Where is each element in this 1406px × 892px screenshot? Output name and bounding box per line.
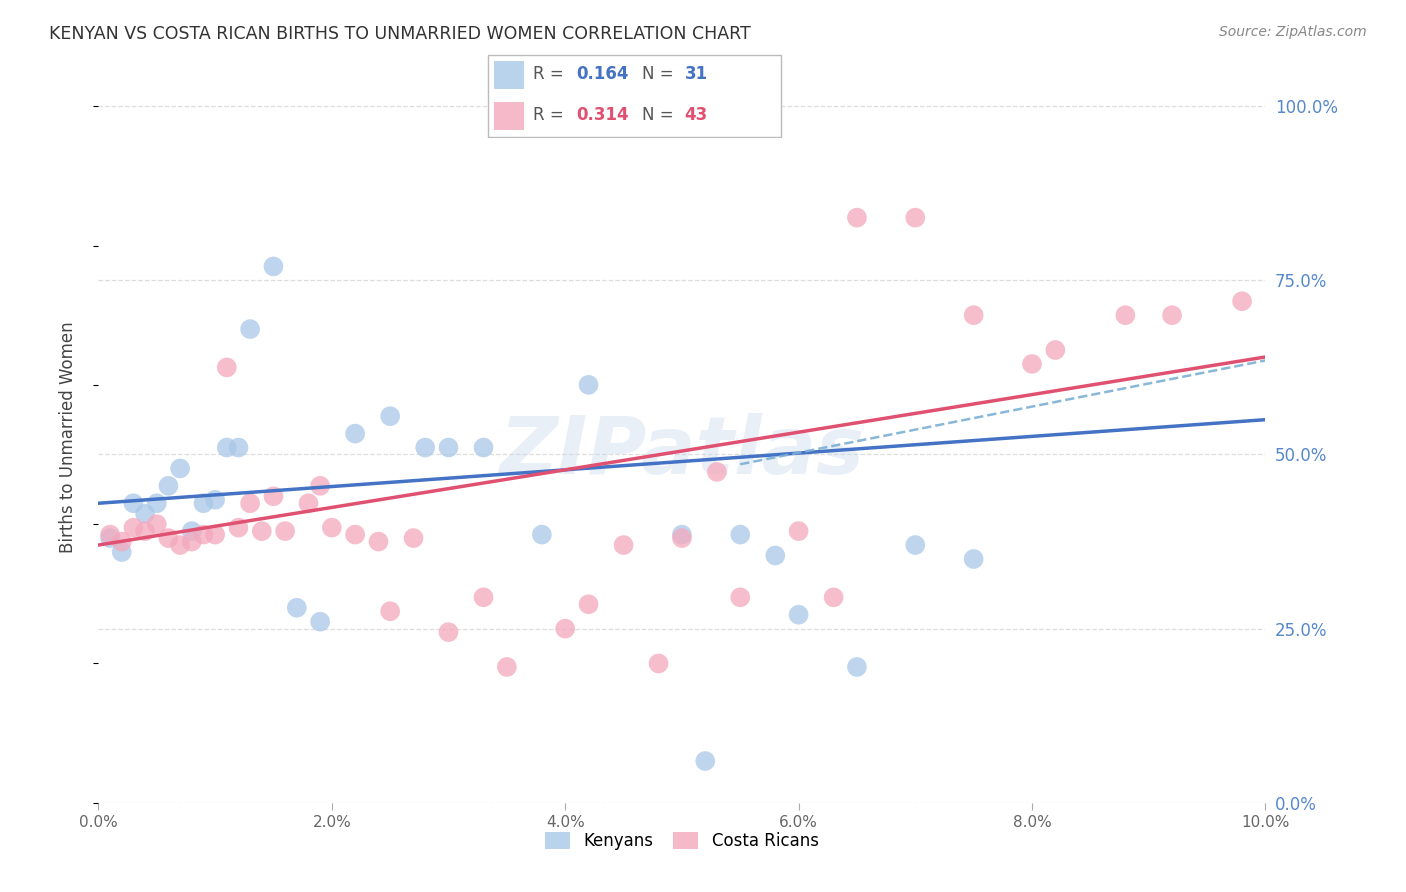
Point [204, 527, 226, 541]
Point [437, 625, 460, 640]
Point [380, 409, 402, 424]
Point [309, 479, 332, 493]
Point [262, 260, 284, 274]
Point [344, 426, 367, 441]
Text: 0.164: 0.164 [576, 65, 628, 83]
Text: N =: N = [643, 106, 679, 124]
Point [98, 531, 121, 545]
Point [180, 524, 202, 538]
Point [472, 441, 495, 455]
Point [695, 754, 717, 768]
Point [367, 534, 389, 549]
Point [962, 308, 984, 322]
Point [262, 489, 284, 503]
Point [111, 545, 134, 559]
FancyBboxPatch shape [494, 62, 524, 89]
Text: 43: 43 [685, 106, 707, 124]
Point [787, 607, 810, 622]
Point [239, 496, 262, 510]
Point [472, 591, 495, 605]
Point [193, 496, 215, 510]
Point [274, 524, 297, 538]
Point [496, 660, 519, 674]
Point [1021, 357, 1043, 371]
Point [157, 531, 180, 545]
Point [437, 441, 460, 455]
Point [554, 622, 576, 636]
Point [204, 492, 226, 507]
Point [146, 496, 169, 510]
Point [285, 600, 308, 615]
Point [169, 461, 191, 475]
Point [530, 527, 553, 541]
FancyBboxPatch shape [488, 55, 782, 136]
Point [706, 465, 728, 479]
Text: ZIPatlas: ZIPatlas [499, 413, 865, 491]
Point [846, 211, 869, 225]
Point [157, 479, 180, 493]
Point [763, 549, 786, 563]
Point [344, 527, 367, 541]
Point [671, 531, 693, 545]
Text: 31: 31 [685, 65, 707, 83]
Text: KENYAN VS COSTA RICAN BIRTHS TO UNMARRIED WOMEN CORRELATION CHART: KENYAN VS COSTA RICAN BIRTHS TO UNMARRIE… [49, 25, 751, 43]
Point [134, 524, 156, 538]
Point [321, 521, 343, 535]
Point [402, 531, 425, 545]
Legend: Kenyans, Costa Ricans: Kenyans, Costa Ricans [538, 825, 825, 856]
Point [122, 521, 145, 535]
Point [962, 552, 984, 566]
Point [297, 496, 319, 510]
Point [250, 524, 273, 538]
Point [904, 211, 927, 225]
Point [846, 660, 869, 674]
Point [647, 657, 669, 671]
Point [612, 538, 634, 552]
Point [1161, 308, 1184, 322]
Point [578, 377, 600, 392]
Point [309, 615, 332, 629]
Text: N =: N = [643, 65, 679, 83]
Point [1114, 308, 1136, 322]
Y-axis label: Births to Unmarried Women: Births to Unmarried Women [59, 321, 77, 553]
Point [904, 538, 927, 552]
Text: Source: ZipAtlas.com: Source: ZipAtlas.com [1219, 25, 1367, 39]
Point [380, 604, 402, 618]
Point [98, 527, 121, 541]
Text: 0.314: 0.314 [576, 106, 628, 124]
Point [111, 534, 134, 549]
Point [730, 527, 752, 541]
Point [787, 524, 810, 538]
Point [193, 527, 215, 541]
Point [228, 441, 250, 455]
Point [122, 496, 145, 510]
Point [823, 591, 845, 605]
FancyBboxPatch shape [494, 102, 524, 130]
Point [413, 441, 436, 455]
Point [215, 360, 238, 375]
Point [1230, 294, 1253, 309]
Point [180, 534, 202, 549]
Point [146, 517, 169, 532]
Text: R =: R = [533, 65, 569, 83]
Point [134, 507, 156, 521]
Point [215, 441, 238, 455]
Point [578, 597, 600, 611]
Point [1045, 343, 1067, 357]
Text: R =: R = [533, 106, 569, 124]
Point [239, 322, 262, 336]
Point [671, 527, 693, 541]
Point [730, 591, 752, 605]
Point [169, 538, 191, 552]
Point [228, 521, 250, 535]
